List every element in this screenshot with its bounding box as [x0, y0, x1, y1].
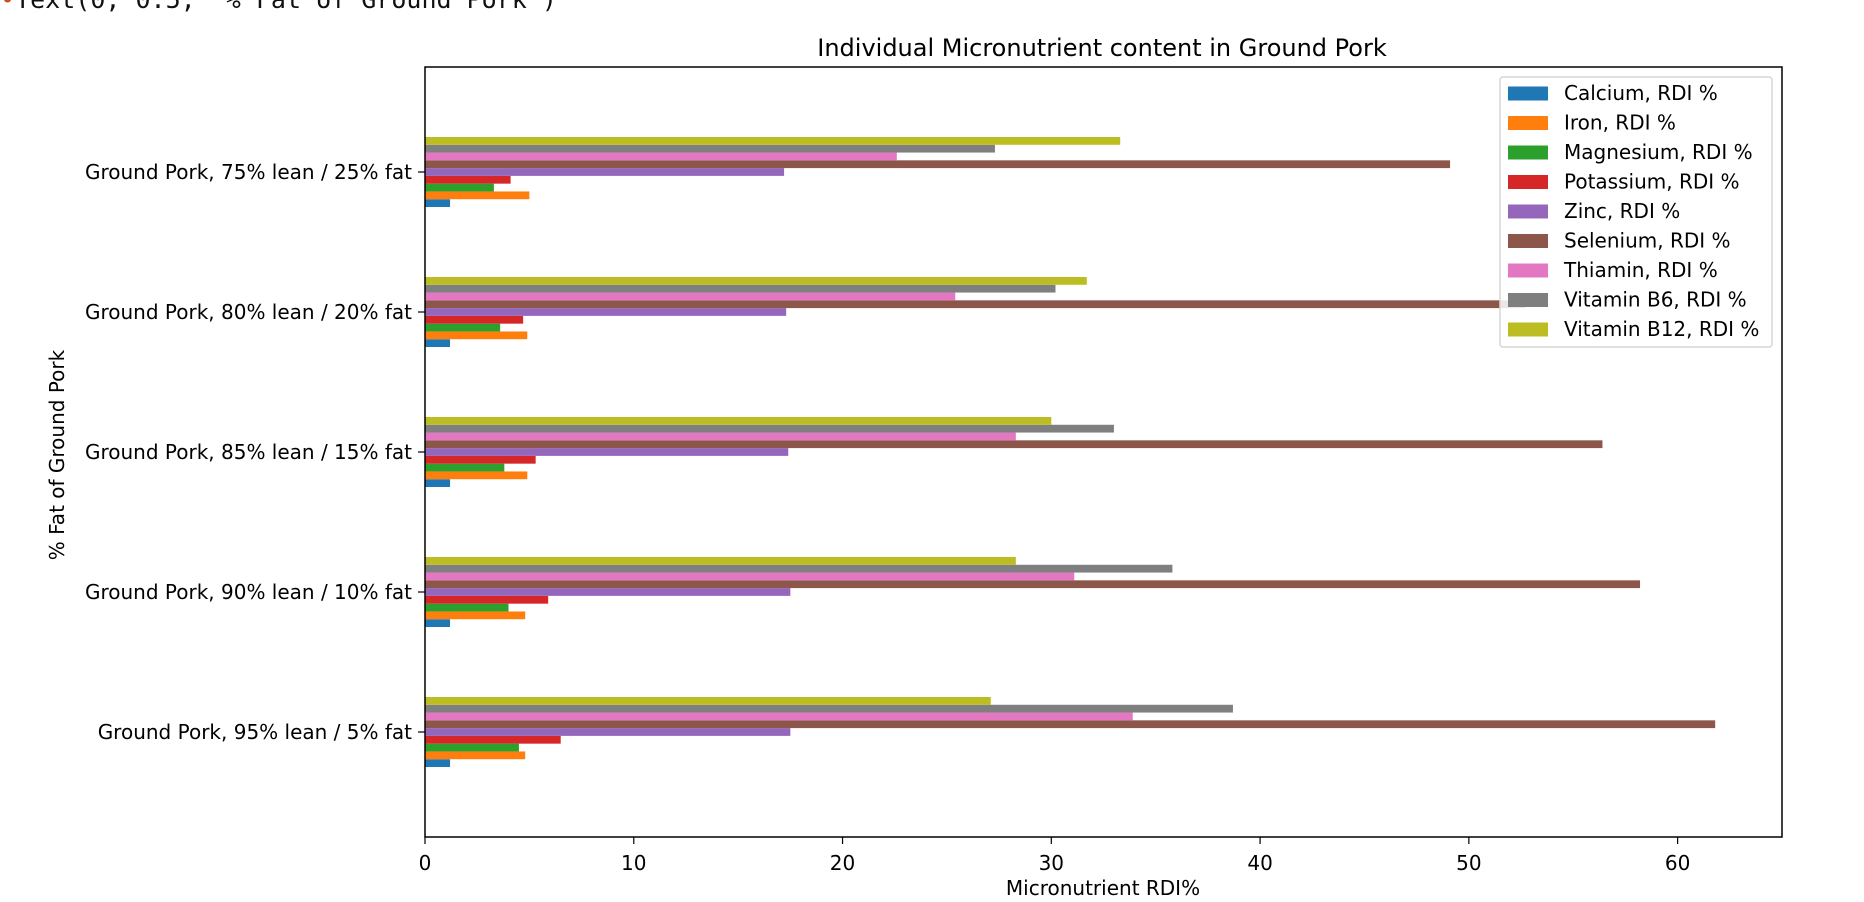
chart-legend: Calcium, RDI % Iron, RDI % Magnesium, RDI …	[1499, 76, 1773, 348]
bar-magnesium-rdi-ground-pork-85-lean-15-fat	[425, 463, 505, 472]
y-tick-label-ground-pork-75-lean-25-fat: Ground Pork, 75% lean / 25% fat	[85, 160, 412, 184]
bar-vitamin-b12-rdi-ground-pork-75-lean-25-fat	[425, 137, 1121, 145]
bar-zinc-rdi-ground-pork-95-lean-5-fat	[425, 728, 791, 736]
bar-potassium-rdi-ground-pork-85-lean-15-fat	[425, 455, 536, 464]
bar-vitamin-b12-rdi-ground-pork-90-lean-10-fat	[425, 557, 1016, 565]
bar-vitamin-b12-rdi-ground-pork-95-lean-5-fat	[425, 697, 991, 705]
bar-thiamin-rdi-ground-pork-75-lean-25-fat	[425, 152, 897, 161]
legend-label-iron-rdi: Iron, RDI %	[1564, 111, 1676, 135]
bar-calcium-rdi-ground-pork-95-lean-5-fat	[425, 759, 451, 767]
bar-vitamin-b12-rdi-ground-pork-85-lean-15-fat	[425, 417, 1052, 425]
x-tick-label-40: 40	[1247, 851, 1272, 875]
y-axis: Ground Pork, 95% lean / 5% fat Ground Por…	[85, 160, 425, 744]
bar-selenium-rdi-ground-pork-85-lean-15-fat	[425, 440, 1603, 449]
bar-magnesium-rdi-ground-pork-95-lean-5-fat	[425, 743, 519, 752]
legend-swatch-potassium-rdi	[1508, 175, 1548, 189]
x-tick-label-30: 30	[1039, 851, 1064, 875]
legend-label-magnesium-rdi: Magnesium, RDI %	[1564, 140, 1753, 164]
bar-iron-rdi-ground-pork-95-lean-5-fat	[425, 751, 526, 760]
bar-selenium-rdi-ground-pork-95-lean-5-fat	[425, 720, 1716, 729]
bar-vitamin-b6-rdi-ground-pork-75-lean-25-fat	[425, 144, 995, 153]
bar-vitamin-b6-rdi-ground-pork-85-lean-15-fat	[425, 424, 1114, 433]
bar-series-layer	[425, 137, 1716, 767]
bar-selenium-rdi-ground-pork-80-lean-20-fat	[425, 300, 1526, 309]
legend-label-calcium-rdi: Calcium, RDI %	[1564, 81, 1718, 105]
x-tick-label-10: 10	[621, 851, 646, 875]
x-axis-label: Micronutrient RDI%	[1006, 876, 1200, 898]
bar-selenium-rdi-ground-pork-75-lean-25-fat	[425, 160, 1451, 169]
bar-vitamin-b6-rdi-ground-pork-95-lean-5-fat	[425, 704, 1233, 713]
output-marker-icon: •	[0, 0, 15, 14]
bar-magnesium-rdi-ground-pork-90-lean-10-fat	[425, 603, 509, 612]
legend-swatch-vitamin-b12-rdi	[1508, 322, 1548, 337]
bar-calcium-rdi-ground-pork-80-lean-20-fat	[425, 339, 451, 347]
legend-swatch-thiamin-rdi	[1508, 263, 1548, 278]
legend-swatch-magnesium-rdi	[1508, 145, 1548, 160]
bar-vitamin-b6-rdi-ground-pork-90-lean-10-fat	[425, 564, 1173, 573]
x-tick-label-20: 20	[830, 851, 855, 875]
bar-potassium-rdi-ground-pork-90-lean-10-fat	[425, 595, 549, 604]
legend-label-vitamin-b6-rdi: Vitamin B6, RDI %	[1564, 288, 1747, 312]
bar-vitamin-b6-rdi-ground-pork-80-lean-20-fat	[425, 284, 1056, 293]
bar-thiamin-rdi-ground-pork-90-lean-10-fat	[425, 572, 1075, 581]
bar-thiamin-rdi-ground-pork-80-lean-20-fat	[425, 292, 956, 301]
bar-thiamin-rdi-ground-pork-95-lean-5-fat	[425, 712, 1133, 721]
bar-iron-rdi-ground-pork-85-lean-15-fat	[425, 471, 528, 480]
bar-calcium-rdi-ground-pork-75-lean-25-fat	[425, 199, 451, 207]
code-output-text: Text(0, 0.5, '% Fat of Ground Pork')	[15, 0, 557, 14]
x-tick-label-0: 0	[419, 851, 432, 875]
x-axis: 0 10 20 30 40 50 60	[419, 837, 1690, 875]
x-tick-label-50: 50	[1456, 851, 1481, 875]
bar-zinc-rdi-ground-pork-90-lean-10-fat	[425, 588, 791, 596]
legend-label-potassium-rdi: Potassium, RDI %	[1564, 170, 1740, 194]
legend-label-thiamin-rdi: Thiamin, RDI %	[1563, 258, 1718, 282]
bar-zinc-rdi-ground-pork-80-lean-20-fat	[425, 308, 787, 316]
bar-potassium-rdi-ground-pork-75-lean-25-fat	[425, 175, 511, 184]
legend-swatch-calcium-rdi	[1508, 86, 1548, 101]
bar-calcium-rdi-ground-pork-90-lean-10-fat	[425, 619, 451, 627]
bar-magnesium-rdi-ground-pork-75-lean-25-fat	[425, 183, 494, 192]
bar-vitamin-b12-rdi-ground-pork-80-lean-20-fat	[425, 277, 1087, 285]
legend-frame	[1499, 76, 1773, 348]
legend-swatch-zinc-rdi	[1508, 204, 1548, 219]
legend-swatch-vitamin-b6-rdi	[1508, 293, 1548, 307]
y-tick-label-ground-pork-85-lean-15-fat: Ground Pork, 85% lean / 15% fat	[85, 440, 412, 464]
bar-magnesium-rdi-ground-pork-80-lean-20-fat	[425, 323, 501, 332]
bar-iron-rdi-ground-pork-75-lean-25-fat	[425, 191, 530, 200]
bar-zinc-rdi-ground-pork-85-lean-15-fat	[425, 448, 789, 456]
y-axis-label: % Fat of Ground Pork	[45, 349, 69, 560]
legend-label-vitamin-b12-rdi: Vitamin B12, RDI %	[1564, 317, 1759, 341]
code-output-fragment: •Text(0, 0.5, '% Fat of Ground Pork')	[0, 0, 557, 14]
bar-calcium-rdi-ground-pork-85-lean-15-fat	[425, 479, 451, 487]
bar-potassium-rdi-ground-pork-80-lean-20-fat	[425, 315, 524, 324]
chart-title: Individual Micronutrient content in Grou…	[817, 34, 1387, 62]
bar-thiamin-rdi-ground-pork-85-lean-15-fat	[425, 432, 1016, 441]
y-tick-label-ground-pork-95-lean-5-fat: Ground Pork, 95% lean / 5% fat	[98, 720, 412, 744]
legend-swatch-selenium-rdi	[1508, 234, 1548, 248]
bar-iron-rdi-ground-pork-80-lean-20-fat	[425, 331, 528, 340]
bar-selenium-rdi-ground-pork-90-lean-10-fat	[425, 580, 1641, 589]
legend-label-selenium-rdi: Selenium, RDI %	[1564, 229, 1731, 253]
bar-iron-rdi-ground-pork-90-lean-10-fat	[425, 611, 526, 620]
y-tick-label-ground-pork-80-lean-20-fat: Ground Pork, 80% lean / 20% fat	[85, 300, 412, 324]
bar-zinc-rdi-ground-pork-75-lean-25-fat	[425, 168, 785, 176]
bar-potassium-rdi-ground-pork-95-lean-5-fat	[425, 735, 561, 744]
legend-label-zinc-rdi: Zinc, RDI %	[1564, 199, 1680, 223]
y-tick-label-ground-pork-90-lean-10-fat: Ground Pork, 90% lean / 10% fat	[85, 580, 412, 604]
x-tick-label-60: 60	[1665, 851, 1690, 875]
legend-swatch-iron-rdi	[1508, 116, 1548, 130]
